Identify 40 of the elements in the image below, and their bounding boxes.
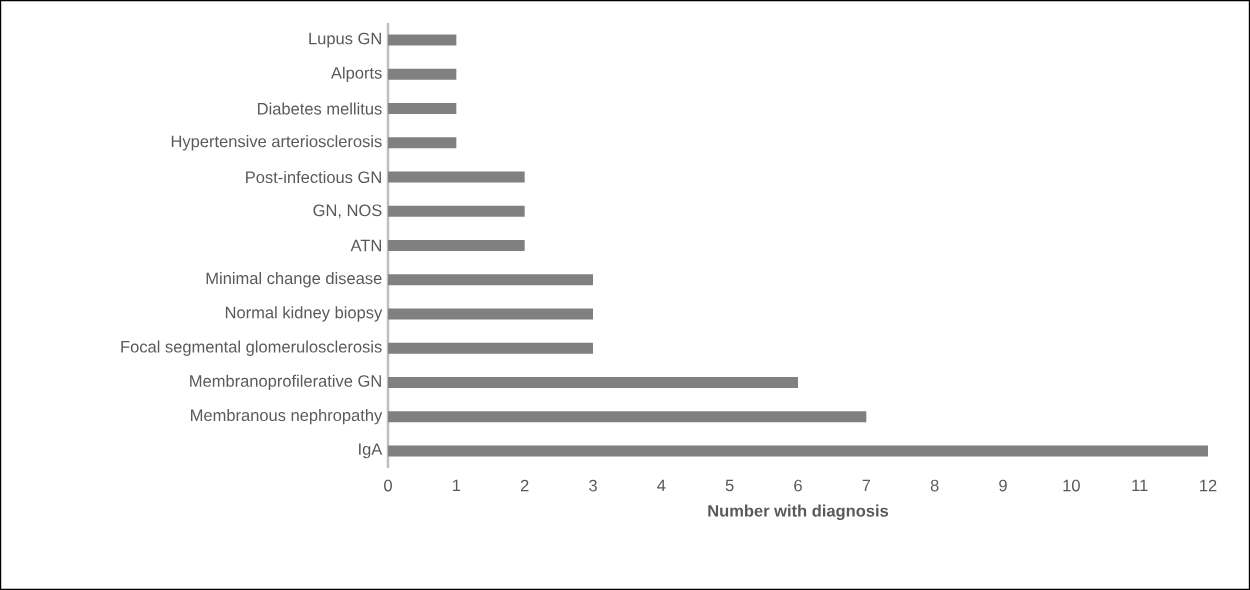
bar (388, 171, 525, 183)
y-tick-label: Focal segmental glomerulosclerosis (121, 340, 382, 356)
bar (388, 342, 593, 354)
x-tick-label: 1 (453, 479, 461, 492)
y-tick-label: ATN (350, 239, 381, 252)
y-tick-label: IgA (359, 443, 383, 459)
y-tick-label: GN, NOS (313, 204, 382, 219)
x-tick-label: 5 (725, 479, 734, 492)
x-tick-label: 3 (589, 479, 597, 492)
x-tick-label: 4 (657, 479, 666, 492)
y-tick-label: Membranoprofilerative GN (190, 374, 381, 391)
bar (388, 68, 457, 80)
bar (388, 240, 525, 251)
bar (388, 205, 525, 217)
bar (388, 308, 593, 320)
x-tick-label: 10 (1063, 479, 1080, 492)
y-tick-label: Minimal change disease (206, 272, 382, 288)
y-tick-label: Post-infectious GN (246, 170, 381, 184)
x-tick-label: 12 (1200, 479, 1217, 492)
bar (388, 103, 457, 115)
bar (388, 445, 1209, 457)
x-tick-label: 7 (862, 479, 871, 492)
x-tick-label: 6 (794, 479, 802, 492)
y-tick-label: Alports (330, 66, 382, 83)
x-tick-label: 11 (1132, 479, 1148, 492)
x-tick-label: 8 (930, 479, 939, 492)
y-tick-label: Hypertensive arteriosclerosis (171, 135, 382, 151)
x-tick-label: 0 (384, 479, 392, 492)
bar (388, 34, 457, 46)
bar (388, 137, 457, 149)
x-tick-label: 2 (520, 479, 529, 492)
x-axis-title: Number with diagnosis (708, 504, 889, 521)
y-tick-label: Lupus GN (309, 32, 381, 48)
bar (388, 274, 593, 286)
y-tick-label: Diabetes mellitus (258, 102, 382, 115)
y-tick-label: Normal kidney biopsy (225, 306, 383, 322)
x-tick-label: 9 (999, 479, 1007, 492)
bar (388, 376, 798, 388)
bar (388, 411, 867, 423)
y-tick-label: Membranous nephropathy (191, 408, 383, 425)
